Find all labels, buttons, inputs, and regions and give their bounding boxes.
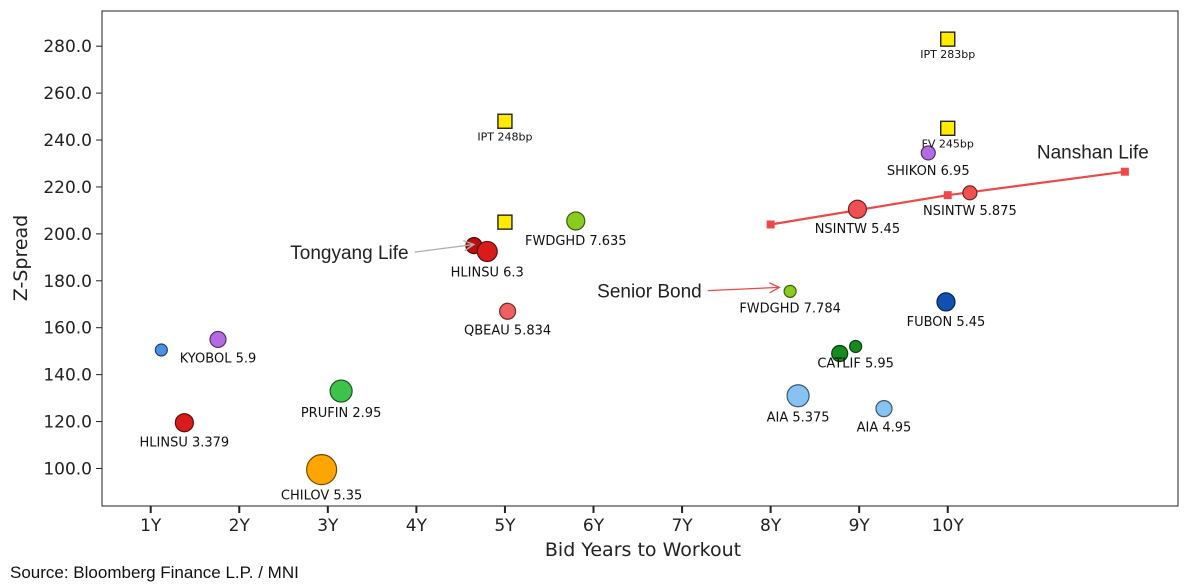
x-tick-label: 8Y <box>760 516 782 536</box>
scatter-chart: 100.0 120.0 140.0 160.0 180.0 200.0 220.0 240.0… <box>10 10 1179 560</box>
data-point <box>783 284 797 298</box>
x-axis-title: Bid Years to Workout <box>545 539 741 560</box>
data-point-label: NSINTW 5.45 <box>815 222 900 237</box>
data-point-label: HLINSU 3.379 <box>140 436 230 451</box>
x-tick-label: 6Y <box>583 516 605 536</box>
data-point <box>154 343 168 357</box>
data-point-label: KYOBOL 5.9 <box>180 351 257 366</box>
data-point <box>306 454 338 486</box>
ipt-marker <box>940 120 956 136</box>
ipt-marker <box>940 31 956 47</box>
x-tick-label: 7Y <box>671 516 693 536</box>
plot-frame <box>101 10 1179 507</box>
annotation-arrowhead <box>768 282 781 294</box>
x-tick-label: 2Y <box>229 516 251 536</box>
y-tick-label: 160.0 <box>43 319 92 339</box>
ipt-label: IPT 283bp <box>920 48 975 61</box>
x-axis: 1Y 2Y 3Y 4Y 5Y 6Y 7Y 8Y 9Y 10Y <box>140 506 964 536</box>
data-point-label: SHIKON 6.95 <box>887 164 970 179</box>
x-tick-label: 1Y <box>140 516 162 536</box>
annotation-layer: Tongyang Life Senior Bond <box>290 240 781 303</box>
ipt-label: IPT 248bp <box>477 130 532 143</box>
y-tick-label: 180.0 <box>43 272 92 292</box>
x-tick-label: 10Y <box>932 516 965 536</box>
data-point-label: CATLIF 5.95 <box>817 356 894 371</box>
ipt-marker <box>497 113 513 129</box>
data-point-label: FWDGHD 7.635 <box>525 234 627 249</box>
data-point <box>847 199 868 219</box>
data-point-label: AIA 4.95 <box>857 421 912 436</box>
y-tick-label: 200.0 <box>43 225 92 245</box>
data-point <box>499 302 517 320</box>
curve-marker <box>1120 167 1129 176</box>
data-point <box>174 413 194 433</box>
y-tick-label: 240.0 <box>43 131 92 151</box>
data-point <box>476 240 498 263</box>
data-point <box>831 344 849 363</box>
x-tick-label: 4Y <box>406 516 428 536</box>
y-tick-label: 100.0 <box>43 459 92 479</box>
curve-marker <box>943 191 952 200</box>
data-point-label: NSINTW 5.875 <box>923 204 1017 219</box>
data-point-label: PRUFIN 2.95 <box>301 406 382 421</box>
curve-layer: Nanshan Life <box>766 143 1149 229</box>
annotation-label: Senior Bond <box>597 282 702 303</box>
y-tick-label: 140.0 <box>43 366 92 386</box>
data-point-label: QBEAU 5.834 <box>464 323 551 338</box>
data-point <box>875 400 893 418</box>
data-point <box>209 330 227 349</box>
data-point-label: CHILOV 5.35 <box>281 489 362 504</box>
plot-area <box>101 10 1179 507</box>
x-tick-label: 5Y <box>494 516 516 536</box>
y-tick-label: 220.0 <box>43 178 92 198</box>
ipt-label: FV 245bp <box>922 137 974 150</box>
data-point <box>849 339 863 354</box>
curve-marker <box>766 220 775 229</box>
data-point <box>566 211 586 231</box>
ipt-layer: IPT 248bp IPT 283bp FV 245bp <box>477 31 975 230</box>
annotation-arrowhead <box>463 240 476 252</box>
data-point-label: AIA 5.375 <box>767 411 830 426</box>
data-point-label: FWDGHD 7.784 <box>739 301 841 316</box>
points-layer: KYOBOL 5.9 HLINSU 3.379 PRUFIN 2.95 CHILOV … <box>140 145 1017 504</box>
y-axis-title: Z-Spread <box>10 215 32 301</box>
x-tick-label: 9Y <box>849 516 871 536</box>
y-axis: 100.0 120.0 140.0 160.0 180.0 200.0 220.0 240.0… <box>43 37 102 479</box>
data-point <box>936 292 956 312</box>
curve-label: Nanshan Life <box>1037 143 1149 164</box>
annotation-arrow <box>707 286 780 292</box>
data-point <box>786 384 810 408</box>
source-note: Source: Bloomberg Finance L.P. / MNI <box>10 563 299 582</box>
data-point-label: HLINSU 6.3 <box>451 265 524 280</box>
ipt-marker <box>497 214 513 230</box>
annotation-label: Tongyang Life <box>290 243 408 264</box>
annotation-arrow <box>414 243 475 253</box>
x-tick-label: 3Y <box>317 516 339 536</box>
y-tick-label: 280.0 <box>43 37 92 57</box>
data-point <box>920 145 936 161</box>
data-point <box>962 185 978 201</box>
y-tick-label: 260.0 <box>43 84 92 104</box>
y-tick-label: 120.0 <box>43 413 92 433</box>
data-point-label: FUBON 5.45 <box>907 315 986 330</box>
data-point <box>329 379 353 403</box>
